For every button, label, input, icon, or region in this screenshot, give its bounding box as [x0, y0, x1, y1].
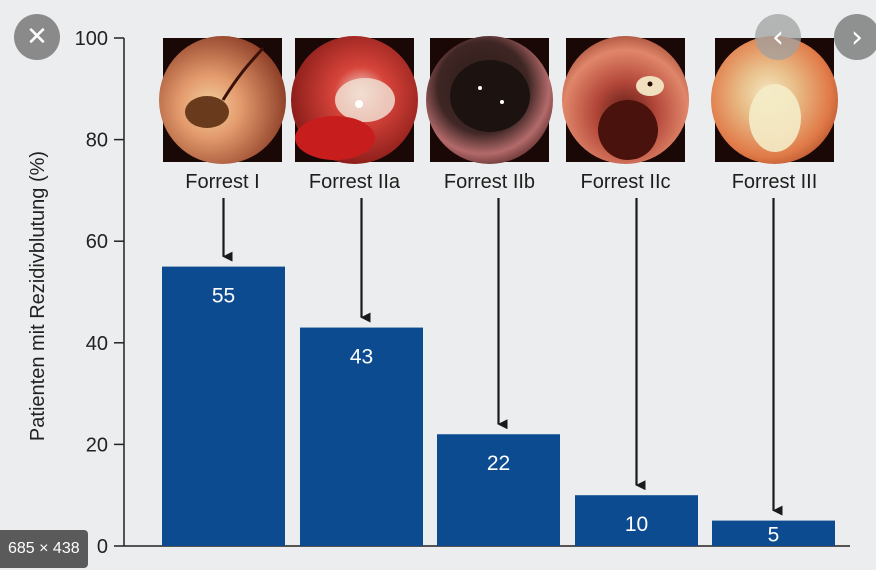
photo-ulcer	[185, 96, 229, 128]
endoscopy-photo-adherent-clot	[426, 36, 553, 164]
bar	[300, 327, 423, 546]
photo-flat-spot	[647, 81, 653, 87]
y-tick-label: 40	[86, 333, 108, 355]
data-label: 43	[350, 346, 373, 369]
category-label: Forrest IIc	[580, 171, 670, 193]
y-tick-label: 20	[86, 434, 108, 456]
photo-ulcer	[335, 78, 395, 122]
photo-lumen	[598, 100, 658, 160]
category-label: Forrest III	[732, 171, 818, 193]
photo-highlight	[500, 100, 504, 104]
close-icon: ✕	[26, 22, 48, 52]
data-label: 55	[212, 285, 235, 308]
bar	[712, 520, 835, 546]
photo-blood-stream	[221, 47, 265, 101]
photo-clean-base	[749, 84, 801, 152]
chevron-left-icon: ‹	[772, 19, 784, 55]
photo-visible-vessel	[355, 100, 363, 108]
y-tick-label: 100	[75, 28, 108, 50]
data-label: 10	[625, 513, 648, 536]
close-button[interactable]: ✕	[14, 14, 60, 60]
y-axis-label: Patienten mit Rezidivblutung (%)	[27, 151, 49, 441]
image-size-badge: 685 × 438	[0, 530, 88, 568]
next-image-button[interactable]: ›	[834, 14, 876, 60]
data-label: 22	[487, 452, 510, 475]
bar	[437, 434, 560, 546]
image-size-label: 685 × 438	[8, 540, 80, 557]
photo-clot	[450, 60, 530, 132]
y-tick-label: 60	[86, 231, 108, 253]
bar	[162, 266, 285, 546]
photo-blood-pool	[295, 116, 375, 160]
endoscopy-photo-visible-vessel	[291, 36, 418, 164]
y-tick-label: 0	[97, 536, 108, 558]
bar	[575, 495, 698, 546]
category-label: Forrest IIb	[444, 171, 535, 193]
y-tick-label: 80	[86, 130, 108, 152]
data-label: 5	[768, 523, 780, 546]
photo-mucosa	[159, 36, 286, 164]
endoscopy-photo-flat-spot	[562, 36, 689, 164]
chevron-right-icon: ›	[851, 19, 863, 55]
endoscopy-photo-active-bleeding	[159, 36, 286, 164]
category-label: Forrest IIa	[309, 171, 401, 193]
previous-image-button[interactable]: ‹	[755, 14, 801, 60]
category-label: Forrest I	[185, 171, 259, 193]
photo-highlight	[478, 86, 482, 90]
